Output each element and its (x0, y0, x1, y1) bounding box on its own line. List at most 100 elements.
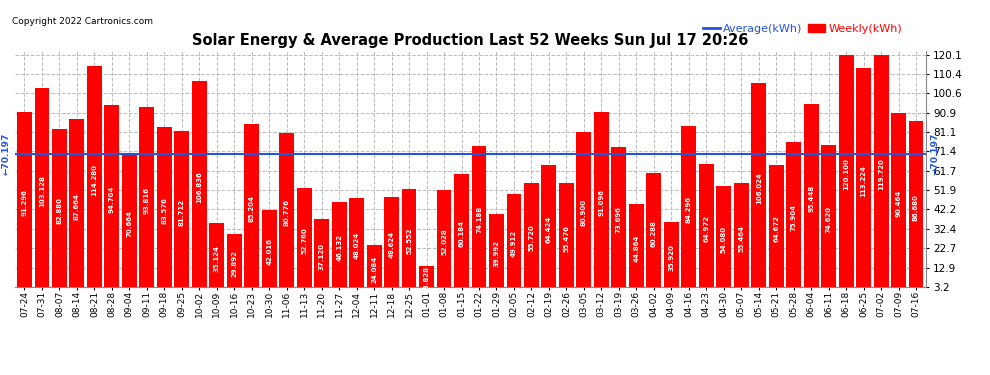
Bar (646, 174, 661, 293)
Bar (314, 219, 329, 293)
Text: 44.864: 44.864 (634, 235, 640, 262)
Text: 103.128: 103.128 (39, 175, 45, 207)
Text: 106.024: 106.024 (755, 172, 761, 204)
Bar (104, 105, 120, 293)
Text: 54.080: 54.080 (721, 226, 727, 253)
Text: Copyright 2022 Cartronics.com: Copyright 2022 Cartronics.com (12, 17, 152, 26)
Bar (245, 124, 259, 293)
Bar (419, 266, 434, 293)
Text: 70.664: 70.664 (127, 210, 133, 237)
Bar (69, 119, 84, 293)
Text: 42.016: 42.016 (266, 238, 272, 265)
Title: Solar Energy & Average Production Last 52 Weeks Sun Jul 17 20:26: Solar Energy & Average Production Last 5… (192, 33, 748, 48)
Text: 35.920: 35.920 (668, 244, 674, 271)
Text: 35.124: 35.124 (214, 245, 220, 272)
Bar (402, 189, 417, 293)
Bar (629, 204, 644, 293)
Bar (681, 126, 696, 293)
Text: 114.280: 114.280 (91, 164, 97, 196)
Text: 74.188: 74.188 (476, 206, 482, 233)
Text: 90.464: 90.464 (896, 190, 902, 217)
Text: 85.204: 85.204 (248, 195, 254, 222)
Bar (769, 165, 784, 293)
Bar (542, 165, 556, 293)
Bar (507, 194, 522, 293)
Bar (804, 104, 819, 293)
Text: 55.464: 55.464 (739, 225, 744, 252)
Text: 86.680: 86.680 (913, 194, 919, 220)
Text: 84.296: 84.296 (686, 196, 692, 223)
Text: 29.892: 29.892 (232, 250, 238, 277)
Bar (594, 112, 609, 293)
Text: 93.816: 93.816 (144, 186, 149, 213)
Text: 87.664: 87.664 (74, 193, 80, 220)
Bar (839, 55, 853, 293)
Bar (174, 131, 189, 293)
Text: 80.776: 80.776 (284, 200, 290, 226)
Text: 55.476: 55.476 (563, 225, 569, 252)
Text: 106.836: 106.836 (196, 171, 202, 203)
Text: 46.132: 46.132 (337, 234, 343, 261)
Text: 64.672: 64.672 (773, 216, 779, 242)
Text: 74.620: 74.620 (826, 206, 832, 232)
Bar (437, 190, 451, 293)
Text: 52.028: 52.028 (441, 228, 447, 255)
Text: 39.992: 39.992 (493, 240, 500, 267)
Bar (261, 210, 276, 293)
Text: 60.288: 60.288 (650, 220, 656, 247)
Bar (873, 56, 888, 293)
Text: 95.448: 95.448 (808, 185, 814, 212)
Bar (821, 145, 837, 293)
Bar (332, 202, 346, 293)
Bar (489, 214, 504, 293)
Bar (366, 245, 381, 293)
Legend: Average(kWh), Weekly(kWh): Average(kWh), Weekly(kWh) (699, 20, 907, 39)
Bar (384, 196, 399, 293)
Bar (35, 88, 50, 293)
Bar (909, 121, 924, 293)
Bar (891, 114, 906, 293)
Bar (349, 198, 364, 293)
Text: →70.197: →70.197 (930, 133, 940, 175)
Text: 82.880: 82.880 (56, 197, 62, 224)
Text: 64.972: 64.972 (703, 215, 709, 242)
Bar (559, 183, 574, 293)
Text: ←70.197: ←70.197 (1, 133, 11, 175)
Bar (699, 164, 714, 293)
Bar (751, 82, 766, 293)
Bar (122, 153, 137, 293)
Text: 75.904: 75.904 (791, 204, 797, 231)
Bar (856, 68, 871, 293)
Bar (612, 147, 627, 293)
Text: 91.096: 91.096 (598, 189, 604, 216)
Bar (717, 186, 732, 293)
Text: 94.704: 94.704 (109, 186, 115, 213)
Bar (734, 183, 748, 293)
Text: 13.828: 13.828 (424, 266, 430, 293)
Text: 60.184: 60.184 (458, 220, 464, 247)
Bar (576, 132, 591, 293)
Text: 91.296: 91.296 (22, 189, 28, 216)
Bar (471, 146, 486, 293)
Bar (786, 142, 801, 293)
Bar (52, 129, 67, 293)
Text: 120.100: 120.100 (843, 158, 849, 190)
Text: 81.712: 81.712 (179, 198, 185, 225)
Text: 73.696: 73.696 (616, 207, 622, 234)
Text: 113.224: 113.224 (860, 165, 866, 196)
Bar (192, 81, 207, 293)
Text: 64.424: 64.424 (545, 216, 551, 243)
Bar (524, 183, 539, 293)
Text: 83.576: 83.576 (161, 197, 167, 223)
Text: 49.912: 49.912 (511, 230, 517, 257)
Text: 24.084: 24.084 (371, 256, 377, 283)
Text: 48.024: 48.024 (353, 232, 359, 259)
Bar (227, 234, 242, 293)
Text: 119.720: 119.720 (878, 158, 884, 190)
Bar (87, 66, 102, 293)
Text: 52.760: 52.760 (301, 228, 307, 254)
Bar (209, 224, 224, 293)
Bar (279, 133, 294, 293)
Text: 37.120: 37.120 (319, 243, 325, 270)
Bar (297, 188, 312, 293)
